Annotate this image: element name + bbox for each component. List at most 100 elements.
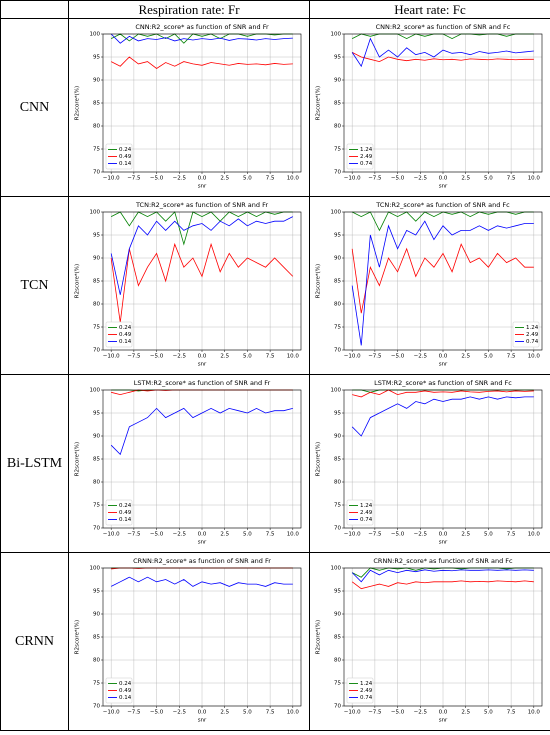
x-axis-label: snr xyxy=(439,183,448,189)
legend-label: 0.24 xyxy=(119,681,132,687)
x-tick-label: 5.0 xyxy=(243,709,252,715)
x-tick-label: −5.0 xyxy=(391,709,405,715)
x-tick-label: −10.0 xyxy=(344,353,361,359)
row-label: TCN xyxy=(0,196,69,375)
x-axis-label: snr xyxy=(198,361,207,367)
data-line xyxy=(110,210,293,246)
x-tick-label: −7.5 xyxy=(368,175,382,181)
y-axis-label: R2score*(%) xyxy=(316,441,322,475)
chart: CRNN:R2_score* as function of SNR and Fc… xyxy=(316,557,543,723)
x-tick-label: 2.5 xyxy=(220,709,229,715)
legend-box xyxy=(105,321,133,347)
y-tick-label: 70 xyxy=(334,169,341,175)
chart-cell: LSTM:R2_score* as function of SNR and Fc… xyxy=(310,376,550,552)
legend-box xyxy=(105,143,133,169)
x-tick-label: 7.5 xyxy=(507,531,516,537)
x-tick-label: −10.0 xyxy=(103,353,120,359)
x-tick-label: −2.5 xyxy=(173,531,187,537)
chart-cell: TCN:R2_score* as function of SNR and Fr −… xyxy=(69,198,309,374)
y-tick-label: 80 xyxy=(334,301,341,307)
x-tick-label: 0.0 xyxy=(439,175,448,181)
chart-cell: CNN:R2_score* as function of SNR and Fc −… xyxy=(310,20,550,196)
data-line xyxy=(110,576,293,587)
y-tick-label: 75 xyxy=(334,680,341,686)
y-tick-label: 85 xyxy=(93,456,100,462)
legend-label: 0.14 xyxy=(119,161,132,167)
x-tick-label: 0.0 xyxy=(439,709,448,715)
y-tick-label: 70 xyxy=(93,347,100,353)
x-axis-label: snr xyxy=(439,539,448,545)
x-tick-label: 5.0 xyxy=(243,175,252,181)
y-tick-label: 90 xyxy=(334,611,341,617)
chart-title: TCN:R2_score* as function of SNR and Fc xyxy=(375,201,510,209)
x-tick-label: −2.5 xyxy=(173,353,187,359)
legend-box xyxy=(346,677,374,703)
y-tick-label: 70 xyxy=(93,525,100,531)
legend-label: 0.24 xyxy=(119,147,132,153)
x-tick-label: 7.5 xyxy=(266,353,275,359)
chart-title: CNN:R2_score* as function of SNR and Fr xyxy=(135,23,269,31)
x-tick-label: −5.0 xyxy=(150,531,164,537)
x-tick-label: 0.0 xyxy=(439,531,448,537)
y-tick-label: 85 xyxy=(334,634,341,640)
y-tick-label: 80 xyxy=(334,479,341,485)
data-line xyxy=(351,568,534,582)
data-line xyxy=(351,579,534,589)
x-tick-label: −5.0 xyxy=(150,175,164,181)
x-tick-label: 2.5 xyxy=(220,531,229,537)
x-tick-label: −10.0 xyxy=(103,709,120,715)
chart-cell: CRNN:R2_score* as function of SNR and Fr… xyxy=(69,554,309,730)
y-tick-label: 85 xyxy=(93,634,100,640)
legend-label: 0.49 xyxy=(119,154,132,160)
chart-title: LSTM:R2_score* as function of SNR and Fr xyxy=(134,379,271,387)
y-tick-label: 75 xyxy=(93,502,100,508)
y-tick-label: 90 xyxy=(93,433,100,439)
x-tick-label: −7.5 xyxy=(368,709,382,715)
x-axis-label: snr xyxy=(198,539,207,545)
x-tick-label: 10.0 xyxy=(287,175,300,181)
y-tick-label: 85 xyxy=(93,278,100,284)
x-tick-label: 5.0 xyxy=(484,531,493,537)
x-axis-label: snr xyxy=(439,717,448,723)
x-tick-label: 0.0 xyxy=(198,175,207,181)
y-tick-label: 100 xyxy=(331,209,342,215)
x-tick-label: −10.0 xyxy=(103,175,120,181)
y-tick-label: 90 xyxy=(334,255,341,261)
legend-label: 0.24 xyxy=(119,503,132,509)
y-tick-label: 100 xyxy=(331,387,342,393)
x-tick-label: −2.5 xyxy=(173,175,187,181)
x-tick-label: 10.0 xyxy=(287,531,300,537)
data-line xyxy=(352,389,534,397)
x-tick-label: −10.0 xyxy=(103,531,120,537)
y-tick-label: 70 xyxy=(93,703,100,709)
data-line xyxy=(351,395,534,437)
data-line xyxy=(351,37,534,67)
y-tick-label: 80 xyxy=(93,301,100,307)
data-line xyxy=(351,51,534,62)
y-tick-label: 75 xyxy=(334,502,341,508)
x-tick-label: −10.0 xyxy=(344,709,361,715)
y-tick-label: 85 xyxy=(334,456,341,462)
x-tick-label: 2.5 xyxy=(461,531,470,537)
data-line xyxy=(351,242,534,313)
legend-label: 2.49 xyxy=(360,154,373,160)
legend-label: 1.24 xyxy=(526,325,539,331)
legend-label: 2.49 xyxy=(526,332,539,338)
chart: TCN:R2_score* as function of SNR and Fc −… xyxy=(316,201,543,367)
column-header: Respiration rate: Fr xyxy=(68,0,310,19)
legend-label: 0.49 xyxy=(119,688,132,694)
legend-box xyxy=(512,321,540,347)
chart-title: LSTM:R2_score* as function of SNR and Fc xyxy=(374,379,512,387)
y-tick-label: 70 xyxy=(334,703,341,709)
legend-label: 1.24 xyxy=(360,503,373,509)
legend-label: 0.49 xyxy=(119,510,132,516)
x-tick-label: 7.5 xyxy=(266,175,275,181)
y-axis-label: R2score*(%) xyxy=(316,619,322,653)
chart-cell: LSTM:R2_score* as function of SNR and Fr… xyxy=(69,376,309,552)
x-tick-label: −7.5 xyxy=(368,353,382,359)
y-tick-label: 80 xyxy=(93,657,100,663)
x-tick-label: 5.0 xyxy=(243,353,252,359)
y-tick-label: 95 xyxy=(334,588,341,594)
x-tick-label: 10.0 xyxy=(528,531,541,537)
legend-label: 0.14 xyxy=(119,517,132,523)
